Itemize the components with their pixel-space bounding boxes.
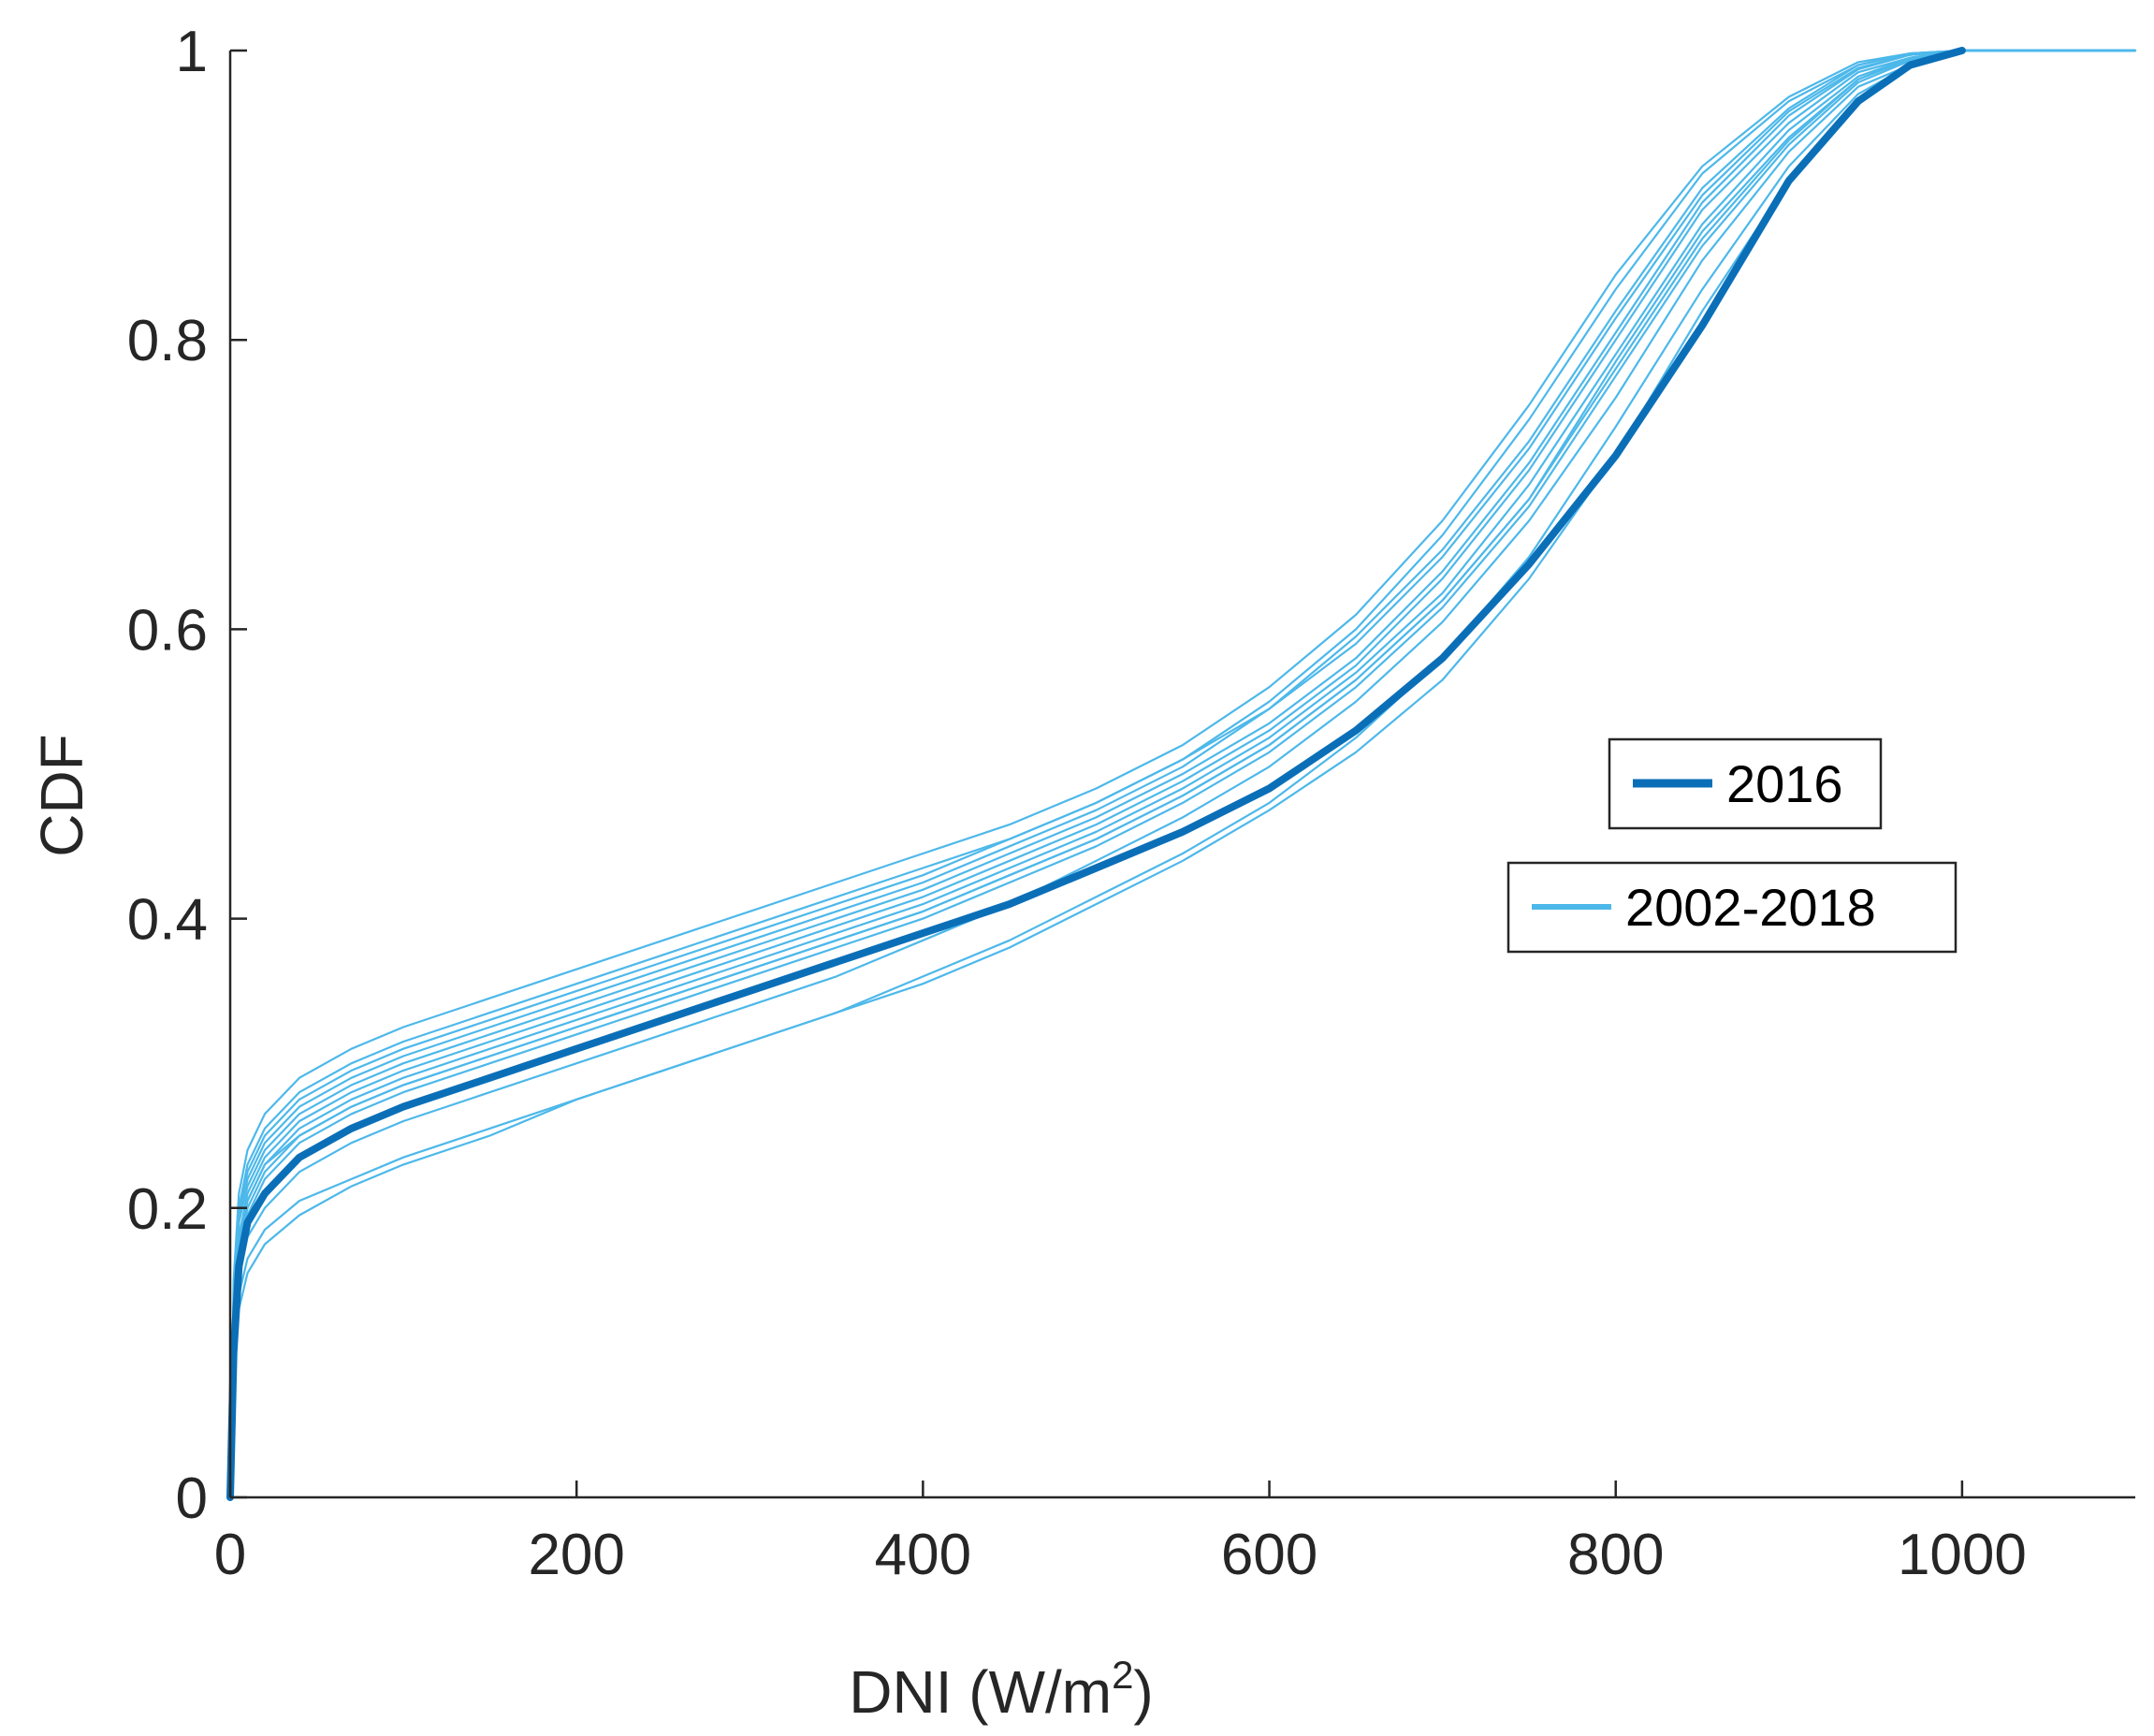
y-axis-label: CDF (28, 734, 95, 857)
series-line-2002-2018 (228, 49, 2137, 1499)
series-line-2002-2018 (228, 49, 2137, 1499)
x-axis-label-close: ) (1133, 1658, 1153, 1726)
series-line-2002-2018 (228, 49, 2137, 1499)
x-tick-label: 600 (1221, 1523, 1317, 1587)
y-tick-label: 0 (176, 1466, 208, 1531)
series-line-2002-2018 (228, 49, 2137, 1499)
series-line-2016 (226, 47, 1966, 1501)
y-tick-label: 0.6 (127, 598, 208, 663)
series-line-2002-2018 (228, 49, 2137, 1499)
series-line-2002-2018 (228, 49, 2137, 1499)
series-line-2002-2018 (228, 49, 2137, 1499)
series-line-2002-2018 (228, 49, 2137, 1499)
legend-box-2016: 2016 (1608, 737, 1883, 830)
x-axis-label-superscript: 2 (1112, 1653, 1133, 1697)
series-line-2002-2018 (228, 49, 2137, 1499)
y-tick-label: 0.4 (127, 888, 208, 953)
axes (228, 49, 2135, 1499)
legend-label-2016: 2016 (1726, 754, 1843, 813)
x-axis-label: DNI (W/m2) (849, 1653, 1153, 1726)
y-tick-label: 0.2 (127, 1177, 208, 1242)
tick-labels: 0 200 400 600 800 1000 0 0.2 0.4 0.6 0.8 1 (127, 20, 2027, 1587)
highlight-series-group (226, 47, 1966, 1501)
x-tick-label: 400 (875, 1523, 971, 1587)
legend-box-2002-2018: 2002-2018 (1506, 861, 1958, 954)
x-tick-label: 200 (528, 1523, 624, 1587)
legend-label-2002-2018: 2002-2018 (1625, 878, 1876, 937)
y-tick-label: 1 (176, 20, 208, 84)
series-line-2002-2018 (228, 49, 2137, 1499)
x-tick-label: 1000 (1898, 1523, 2027, 1587)
x-tick-label: 800 (1567, 1523, 1664, 1587)
y-tick-label: 0.8 (127, 309, 208, 373)
x-axis-label-main: DNI (W/m (849, 1658, 1112, 1726)
x-tick-label: 0 (214, 1523, 246, 1587)
